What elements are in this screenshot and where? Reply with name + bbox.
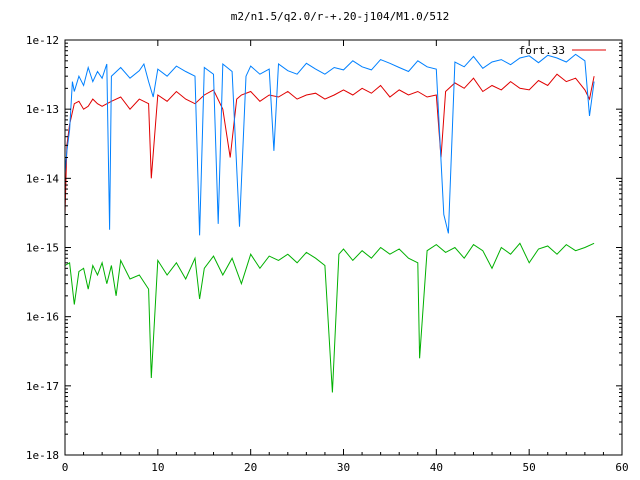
x-tick-label: 50	[523, 461, 536, 474]
series-line-3	[64, 242, 595, 393]
x-tick-label: 20	[244, 461, 257, 474]
axis-layer: 0 10 20 30 40 50 60 1e-18 1e-17 1e-16 1e-15 1e-14 1e…	[26, 34, 629, 474]
y-tick-label: 1e-14	[26, 172, 59, 185]
x-tick-label: 0	[62, 461, 69, 474]
y-tick-label: 1e-15	[26, 242, 59, 255]
y-tick-label: 1e-17	[26, 380, 59, 393]
chart-legend: fort.33	[519, 44, 606, 57]
x-tick-label: 10	[151, 461, 164, 474]
y-tick-label: 1e-12	[26, 34, 59, 47]
y-tick-label: 1e-16	[26, 311, 59, 324]
series-line-1	[64, 73, 595, 215]
y-tick-label: 1e-18	[26, 449, 59, 462]
series-layer	[64, 53, 595, 393]
x-tick-label: 60	[615, 461, 628, 474]
x-tick-label: 40	[430, 461, 443, 474]
chart-title: m2/n1.5/q2.0/r-+.20-j104/M1.0/512	[231, 10, 450, 23]
y-tick-label: 1e-13	[26, 103, 59, 116]
legend-label: fort.33	[519, 44, 565, 57]
series-line-2	[64, 53, 595, 236]
x-tick-label: 30	[337, 461, 350, 474]
